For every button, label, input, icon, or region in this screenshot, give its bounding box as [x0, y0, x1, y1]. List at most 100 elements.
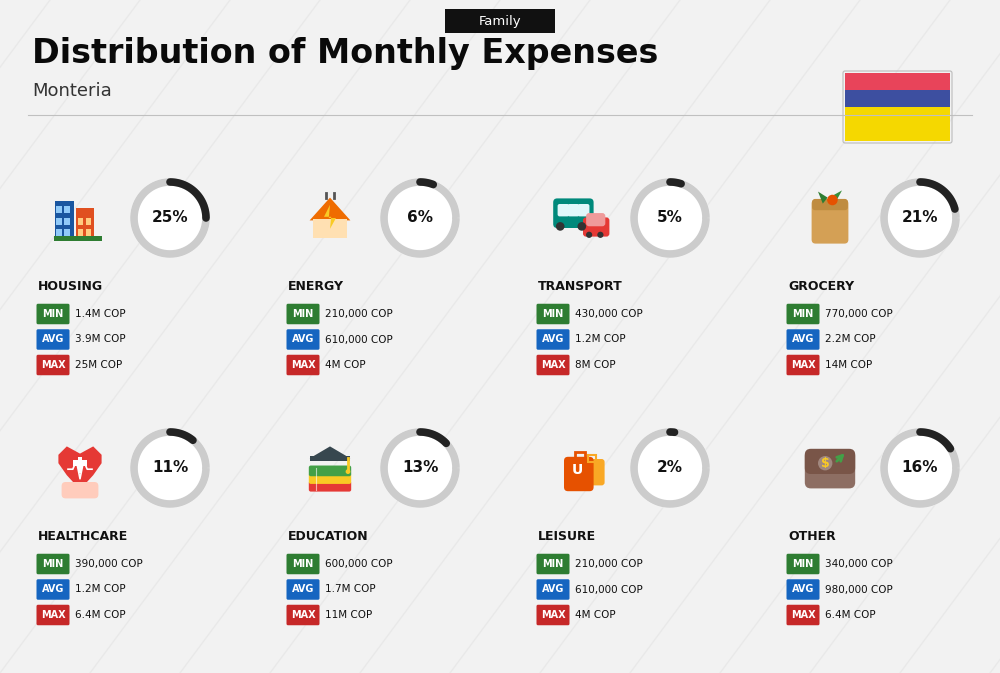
Text: MIN: MIN: [792, 559, 814, 569]
Circle shape: [630, 428, 710, 508]
FancyBboxPatch shape: [73, 460, 87, 466]
Text: 340,000 COP: 340,000 COP: [825, 559, 893, 569]
Text: 610,000 COP: 610,000 COP: [325, 334, 393, 345]
Text: TRANSPORT: TRANSPORT: [538, 280, 623, 293]
Circle shape: [346, 469, 350, 474]
Text: LEISURE: LEISURE: [538, 530, 596, 543]
Text: AVG: AVG: [292, 334, 314, 345]
FancyBboxPatch shape: [54, 236, 102, 241]
Text: 25M COP: 25M COP: [75, 360, 122, 370]
Text: Distribution of Monthly Expenses: Distribution of Monthly Expenses: [32, 36, 658, 69]
FancyBboxPatch shape: [553, 199, 594, 228]
Text: AVG: AVG: [792, 334, 814, 345]
Circle shape: [597, 232, 604, 238]
FancyBboxPatch shape: [86, 218, 91, 225]
FancyBboxPatch shape: [287, 329, 320, 350]
FancyBboxPatch shape: [287, 554, 320, 574]
Text: 5%: 5%: [657, 211, 683, 225]
Text: U: U: [572, 464, 583, 477]
Text: AVG: AVG: [542, 584, 564, 594]
Text: 21%: 21%: [902, 211, 938, 225]
Circle shape: [380, 428, 460, 508]
Text: 210,000 COP: 210,000 COP: [325, 309, 393, 319]
FancyBboxPatch shape: [536, 605, 570, 625]
Text: AVG: AVG: [292, 584, 314, 594]
Circle shape: [880, 178, 960, 258]
Text: MAX: MAX: [41, 610, 65, 620]
FancyBboxPatch shape: [36, 554, 70, 574]
Circle shape: [380, 178, 460, 258]
FancyBboxPatch shape: [845, 107, 950, 141]
FancyBboxPatch shape: [64, 206, 70, 213]
Text: 11%: 11%: [152, 460, 188, 476]
FancyBboxPatch shape: [78, 229, 83, 236]
FancyBboxPatch shape: [845, 73, 950, 90]
FancyBboxPatch shape: [786, 304, 820, 324]
Text: 8M COP: 8M COP: [575, 360, 616, 370]
Text: AVG: AVG: [542, 334, 564, 345]
Text: 25%: 25%: [152, 211, 188, 225]
Text: 600,000 COP: 600,000 COP: [325, 559, 393, 569]
FancyBboxPatch shape: [56, 229, 62, 236]
Circle shape: [130, 428, 210, 508]
FancyBboxPatch shape: [568, 204, 579, 217]
FancyBboxPatch shape: [805, 450, 855, 489]
FancyBboxPatch shape: [445, 9, 555, 33]
FancyBboxPatch shape: [64, 217, 70, 225]
FancyBboxPatch shape: [564, 457, 594, 491]
Text: AVG: AVG: [42, 334, 64, 345]
FancyBboxPatch shape: [36, 355, 70, 376]
Text: EDUCATION: EDUCATION: [288, 530, 369, 543]
Text: MIN: MIN: [42, 559, 64, 569]
FancyBboxPatch shape: [309, 481, 351, 491]
Text: Monteria: Monteria: [32, 82, 112, 100]
Text: 6%: 6%: [407, 211, 433, 225]
Text: 13%: 13%: [402, 460, 438, 476]
Text: 1.2M COP: 1.2M COP: [75, 584, 126, 594]
Text: 6.4M COP: 6.4M COP: [825, 610, 876, 620]
Circle shape: [586, 232, 592, 238]
FancyBboxPatch shape: [78, 218, 83, 225]
FancyBboxPatch shape: [309, 466, 351, 476]
Polygon shape: [58, 446, 102, 489]
FancyBboxPatch shape: [558, 204, 569, 217]
Text: 4M COP: 4M COP: [575, 610, 616, 620]
Polygon shape: [310, 198, 350, 220]
Text: MAX: MAX: [41, 360, 65, 370]
Text: MIN: MIN: [542, 559, 564, 569]
Text: 610,000 COP: 610,000 COP: [575, 584, 643, 594]
FancyBboxPatch shape: [287, 355, 320, 376]
FancyBboxPatch shape: [845, 90, 950, 107]
Text: 210,000 COP: 210,000 COP: [575, 559, 643, 569]
FancyBboxPatch shape: [786, 355, 820, 376]
FancyBboxPatch shape: [582, 459, 605, 485]
FancyBboxPatch shape: [578, 204, 589, 217]
Text: MIN: MIN: [792, 309, 814, 319]
FancyBboxPatch shape: [86, 229, 91, 236]
Text: 16%: 16%: [902, 460, 938, 476]
Text: 770,000 COP: 770,000 COP: [825, 309, 893, 319]
FancyBboxPatch shape: [78, 457, 82, 473]
FancyBboxPatch shape: [812, 200, 848, 244]
Text: MAX: MAX: [541, 360, 565, 370]
Text: 4M COP: 4M COP: [325, 360, 366, 370]
Circle shape: [827, 194, 838, 205]
FancyBboxPatch shape: [786, 554, 820, 574]
Text: MAX: MAX: [791, 610, 815, 620]
Circle shape: [630, 178, 710, 258]
FancyBboxPatch shape: [64, 229, 70, 236]
Text: MIN: MIN: [292, 309, 314, 319]
Text: ENERGY: ENERGY: [288, 280, 344, 293]
Text: MAX: MAX: [291, 610, 315, 620]
Text: MIN: MIN: [42, 309, 64, 319]
Text: 1.7M COP: 1.7M COP: [325, 584, 376, 594]
FancyBboxPatch shape: [536, 554, 570, 574]
Polygon shape: [831, 190, 842, 204]
Text: HEALTHCARE: HEALTHCARE: [38, 530, 128, 543]
FancyBboxPatch shape: [536, 579, 570, 600]
Text: MAX: MAX: [291, 360, 315, 370]
FancyBboxPatch shape: [786, 605, 820, 625]
FancyBboxPatch shape: [287, 579, 320, 600]
FancyBboxPatch shape: [55, 201, 74, 240]
FancyBboxPatch shape: [36, 579, 70, 600]
